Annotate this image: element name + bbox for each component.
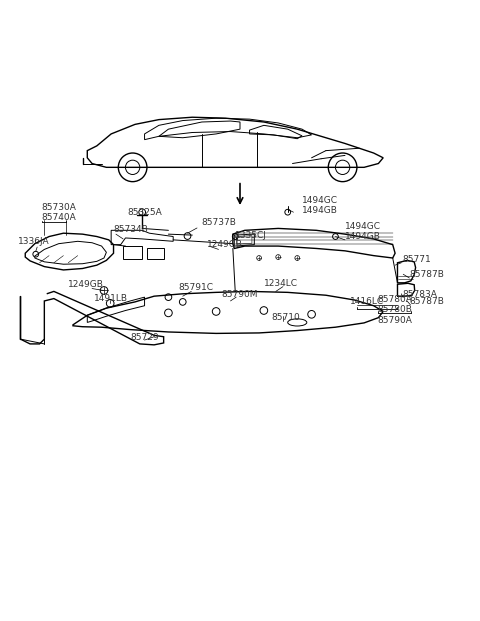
Text: 1491LB: 1491LB [95, 294, 129, 303]
Text: 85787B: 85787B [409, 271, 444, 279]
Text: 85710: 85710 [271, 313, 300, 322]
Text: 85771: 85771 [402, 255, 431, 264]
Text: 1494GC
1494GB: 1494GC 1494GB [302, 196, 338, 215]
Text: 1249GB: 1249GB [206, 240, 242, 250]
Text: 1336JA: 1336JA [18, 237, 50, 246]
Text: 1249GB: 1249GB [68, 280, 104, 289]
Text: 1416LC: 1416LC [350, 297, 384, 306]
Text: 85734B: 85734B [114, 225, 148, 234]
Text: 1234LC: 1234LC [264, 279, 298, 288]
Text: 85790M: 85790M [221, 289, 257, 299]
Text: 85737B: 85737B [202, 218, 237, 227]
Text: 85787B: 85787B [409, 297, 444, 306]
Text: 1494GC
1494GB: 1494GC 1494GB [345, 222, 381, 242]
Text: 85730A
85740A: 85730A 85740A [41, 203, 76, 222]
Text: 85325A: 85325A [127, 209, 162, 217]
Text: 85780A
85780B
85790A: 85780A 85780B 85790A [378, 295, 412, 325]
Text: 85729: 85729 [130, 332, 159, 342]
Text: 85791C: 85791C [178, 283, 213, 292]
Text: 1335CJ: 1335CJ [235, 231, 267, 240]
Text: 85783A: 85783A [402, 289, 437, 299]
